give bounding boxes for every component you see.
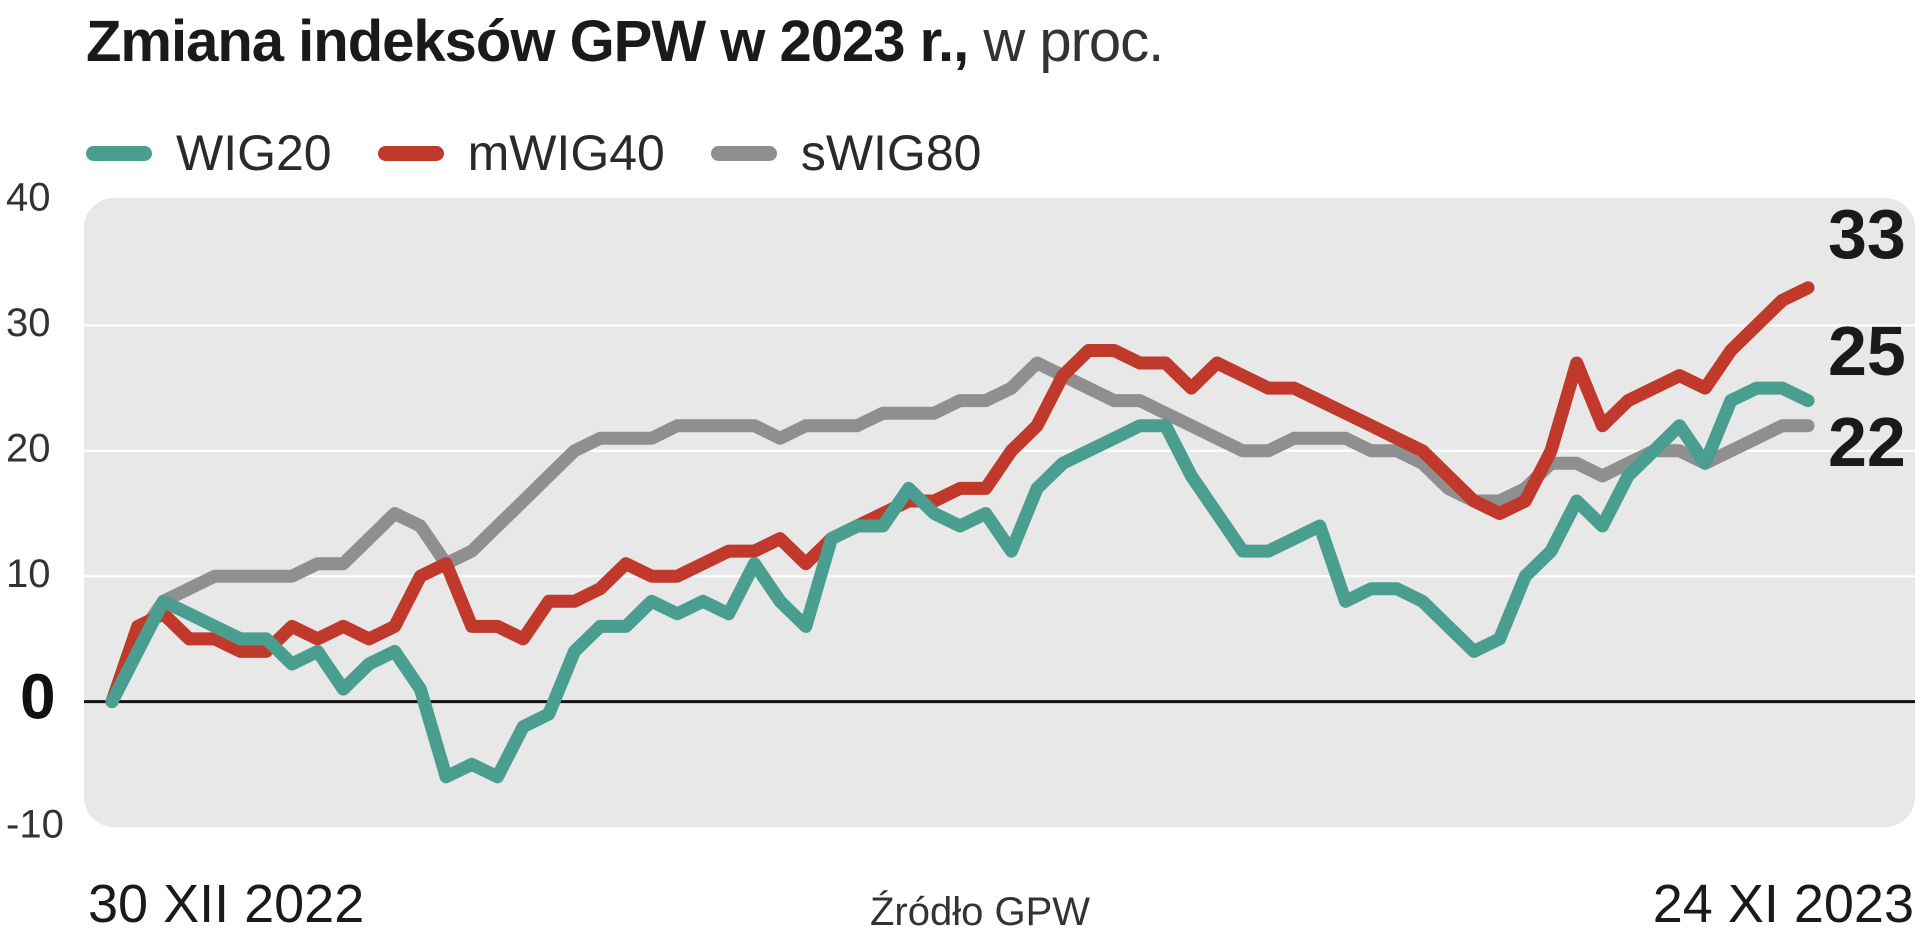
y-tick-label: 0	[20, 661, 56, 733]
legend: WIG20 mWIG40 sWIG80	[86, 118, 1027, 188]
source-note: Źródło GPW	[870, 890, 1091, 934]
y-tick-label: 10	[6, 552, 51, 596]
y-axis-ticks: 40 30 20 10 0 -10	[6, 176, 64, 847]
x-axis-end-label: 24 XI 2023	[1652, 874, 1914, 934]
legend-label-wig20: WIG20	[176, 125, 332, 181]
series-lines	[105, 281, 1815, 784]
end-label-wig20: 25	[1828, 312, 1906, 390]
chart-title-main: Zmiana indeksów GPW w 2023 r.,	[86, 9, 969, 74]
end-label-mwig40: 33	[1828, 195, 1906, 273]
legend-label-mwig40: mWIG40	[467, 125, 665, 181]
legend-swatch-mwig40	[377, 145, 444, 161]
y-tick-label: 20	[6, 426, 51, 470]
legend-item-mwig40: mWIG40	[377, 124, 665, 182]
end-label-swig80: 22	[1828, 403, 1906, 481]
legend-item-swig80: sWIG80	[710, 124, 982, 182]
legend-item-wig20: WIG20	[86, 124, 332, 182]
y-tick-label: 30	[6, 301, 51, 345]
legend-swatch-swig80	[710, 145, 777, 161]
legend-label-swig80: sWIG80	[800, 125, 982, 181]
grid-lines	[84, 324, 1915, 578]
x-axis-start-label: 30 XII 2022	[88, 874, 365, 934]
series-line-wig20	[105, 381, 1815, 784]
legend-swatch-wig20	[86, 145, 152, 161]
chart-title-unit: w proc.	[968, 9, 1164, 74]
y-tick-label: 40	[6, 176, 51, 220]
chart-title: Zmiana indeksów GPW w 2023 r., w proc.	[86, 6, 1164, 78]
y-tick-label: -10	[6, 803, 64, 847]
series-line-mwig40	[105, 281, 1815, 709]
end-labels: 33 25 22	[1828, 195, 1906, 481]
plot-area	[84, 198, 1915, 827]
